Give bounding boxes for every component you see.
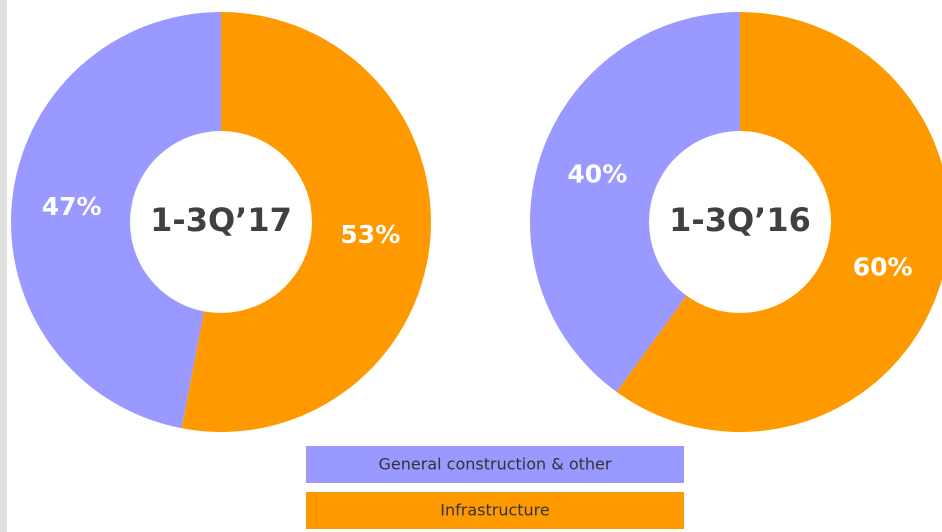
value-label: 60%: [853, 252, 913, 281]
pie-slice: [530, 12, 740, 392]
donut-hole: [649, 131, 831, 313]
legend-label: Infrastructure: [440, 501, 549, 520]
value-label: 40%: [567, 160, 627, 189]
legend-label: General construction & other: [379, 455, 612, 474]
pie-slice: [10, 12, 222, 429]
legend-swatch: [306, 446, 684, 483]
center-label: 1-3Q’17: [150, 201, 292, 239]
center-label: 1-3Q’16: [669, 201, 811, 239]
side-strip: [0, 0, 7, 532]
value-label: 47%: [42, 192, 102, 221]
legend-swatch: [306, 492, 684, 529]
donut-hole: [130, 131, 312, 313]
value-label: 53%: [340, 220, 400, 249]
